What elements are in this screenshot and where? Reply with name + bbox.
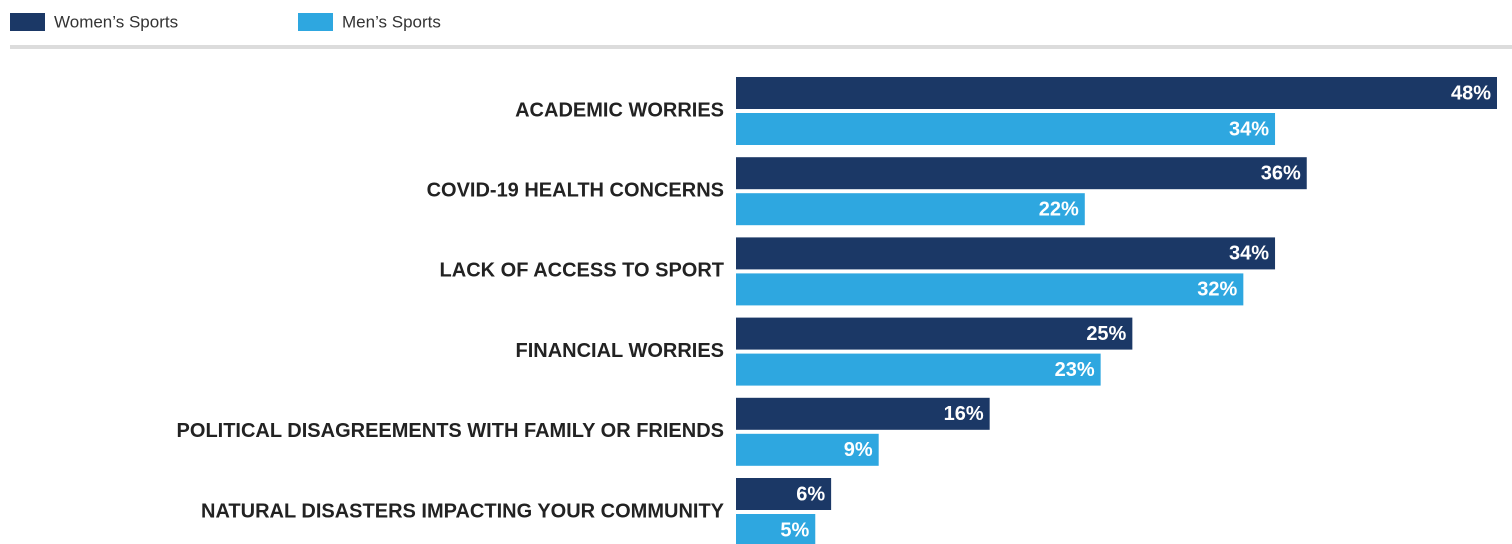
value-label: 6% bbox=[796, 483, 825, 505]
legend-swatch bbox=[10, 13, 45, 31]
bar bbox=[736, 433, 879, 466]
bar bbox=[736, 157, 1307, 190]
bar bbox=[736, 514, 816, 544]
bar bbox=[736, 397, 990, 430]
bar bbox=[736, 317, 1133, 350]
category-label: POLITICAL DISAGREEMENTS WITH FAMILY OR F… bbox=[177, 420, 724, 442]
value-label: 36% bbox=[1261, 162, 1301, 184]
bar bbox=[736, 237, 1276, 270]
category-label: COVID-19 HEALTH CONCERNS bbox=[427, 179, 724, 201]
category-label: FINANCIAL WORRIES bbox=[515, 340, 724, 362]
category-label: LACK OF ACCESS TO SPORT bbox=[440, 260, 724, 282]
value-label: 48% bbox=[1451, 82, 1491, 104]
value-label: 34% bbox=[1229, 118, 1269, 140]
value-label: 34% bbox=[1229, 243, 1269, 265]
bar bbox=[736, 353, 1101, 386]
value-label: 25% bbox=[1086, 323, 1126, 345]
value-label: 5% bbox=[780, 519, 809, 541]
value-label: 32% bbox=[1197, 279, 1237, 301]
value-label: 22% bbox=[1039, 198, 1079, 220]
bar bbox=[736, 113, 1276, 145]
bar bbox=[736, 77, 1497, 109]
legend-label: Women’s Sports bbox=[54, 12, 178, 31]
category-label: ACADEMIC WORRIES bbox=[515, 99, 724, 121]
bar bbox=[736, 273, 1244, 306]
bar bbox=[736, 193, 1085, 226]
bar bbox=[736, 478, 832, 510]
legend-label: Men’s Sports bbox=[342, 12, 441, 31]
category-label: NATURAL DISASTERS IMPACTING YOUR COMMUNI… bbox=[201, 500, 725, 522]
value-label: 9% bbox=[844, 439, 873, 461]
legend-swatch bbox=[298, 13, 333, 31]
value-label: 23% bbox=[1055, 359, 1095, 381]
value-label: 16% bbox=[944, 403, 984, 425]
divider bbox=[10, 45, 1512, 49]
